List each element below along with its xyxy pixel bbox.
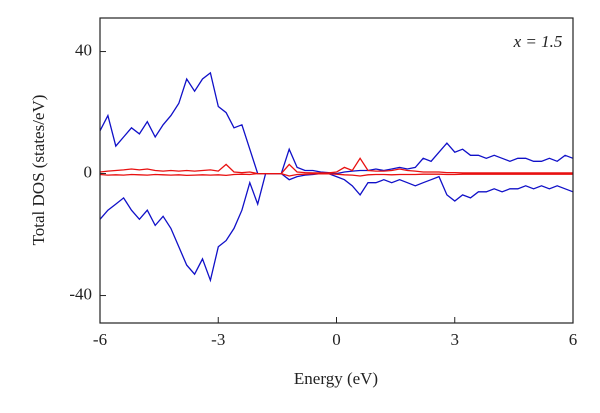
- plot-frame: [99, 17, 574, 324]
- x-tick-label: -6: [93, 330, 107, 349]
- y-tick-label: 40: [75, 40, 92, 59]
- x-tick-label: 3: [451, 330, 460, 349]
- y-axis-label: Total DOS (states/eV): [29, 95, 48, 246]
- dos-line: [99, 172, 573, 177]
- x-tick-label: 0: [332, 330, 341, 349]
- x-tick-label: -3: [211, 330, 225, 349]
- x-tick-label: 6: [569, 330, 578, 349]
- y-tick-label: 0: [84, 162, 93, 181]
- x-axis-label: Energy (eV): [294, 369, 378, 388]
- y-tick-label: -40: [69, 284, 92, 303]
- dos-line: [99, 172, 574, 283]
- dos-line: [99, 71, 574, 175]
- dos-line: [99, 157, 573, 175]
- annotation: x = 1.5: [513, 32, 563, 51]
